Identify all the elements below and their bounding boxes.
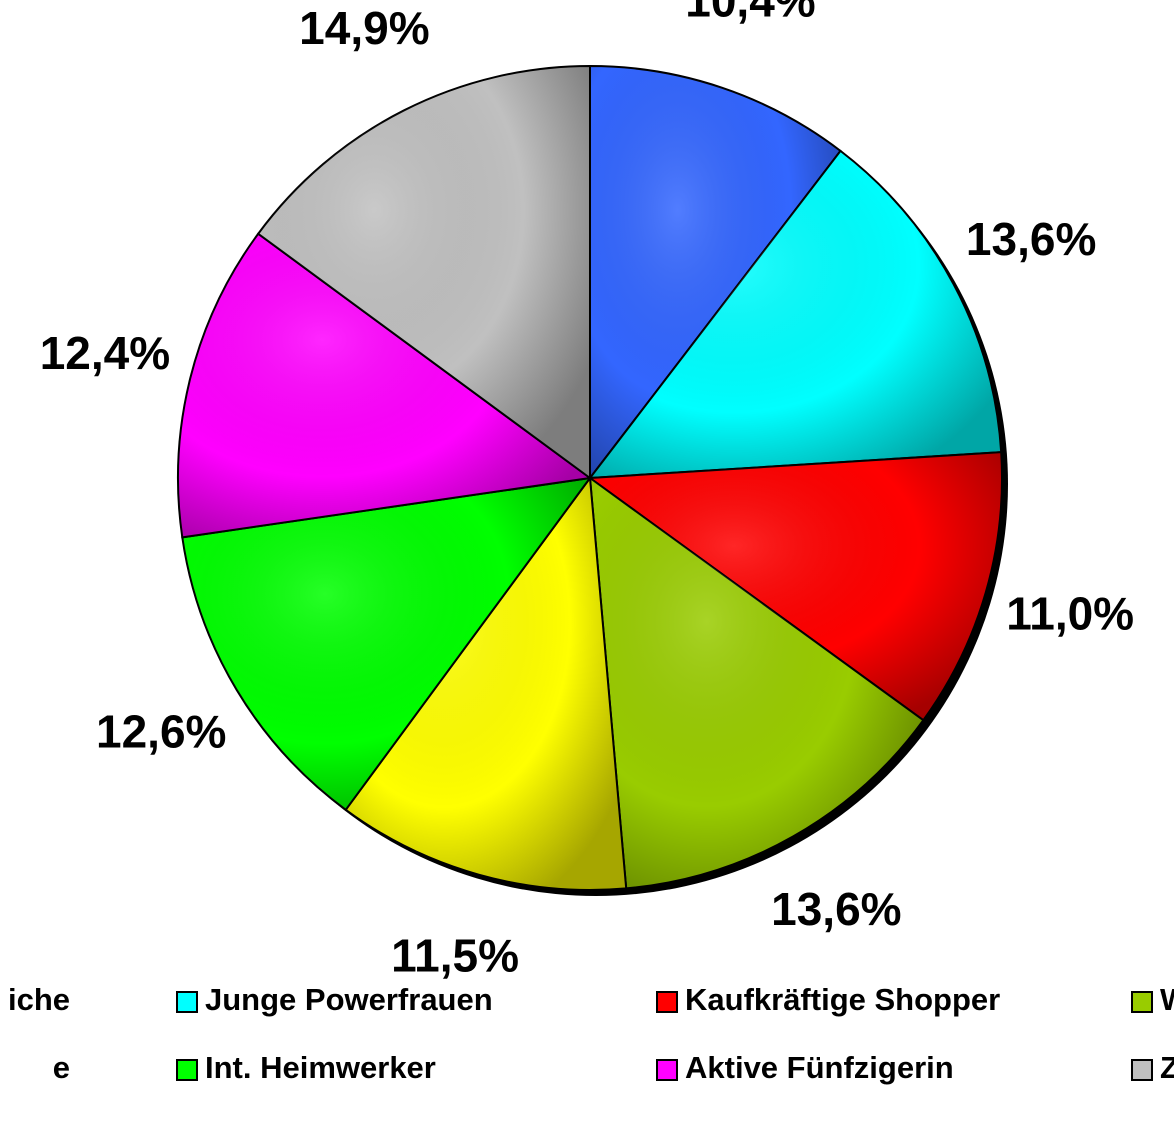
slice-shade xyxy=(345,478,627,891)
legend-label: e xyxy=(53,1050,70,1085)
value-label: 14,9% xyxy=(299,2,429,54)
slice-shade xyxy=(182,478,591,810)
legend-label: Aktive Fünfzigerin xyxy=(685,1050,954,1085)
value-label: 13,6% xyxy=(966,213,1096,265)
legend-label: Int. Heimwerker xyxy=(205,1050,436,1085)
legend-marker xyxy=(1131,991,1153,1013)
value-label: 12,4% xyxy=(40,327,170,379)
value-label: 10,4% xyxy=(685,0,815,27)
legend-marker xyxy=(176,991,198,1013)
slice-shade xyxy=(590,452,1002,721)
slice-shade xyxy=(590,478,924,889)
legend-label: iche xyxy=(8,982,70,1017)
legend-label: Z xyxy=(1160,1050,1174,1085)
value-label: 11,0% xyxy=(1006,588,1134,640)
value-label: 12,6% xyxy=(96,705,226,757)
value-label: 11,5% xyxy=(391,930,519,982)
slice-shade xyxy=(590,150,1002,478)
legend-marker xyxy=(656,1059,678,1081)
slice-shade xyxy=(258,66,590,478)
legend-marker xyxy=(176,1059,198,1081)
value-label: 13,6% xyxy=(771,883,901,935)
legend-marker xyxy=(656,991,678,1013)
legend-marker xyxy=(1131,1059,1153,1081)
slice-shade xyxy=(590,66,841,478)
legend-label: Kaufkräftige Shopper xyxy=(685,982,1000,1017)
legend-label: Junge Powerfrauen xyxy=(205,982,493,1017)
legend-label: W xyxy=(1160,982,1174,1017)
slice-shade xyxy=(177,233,590,538)
